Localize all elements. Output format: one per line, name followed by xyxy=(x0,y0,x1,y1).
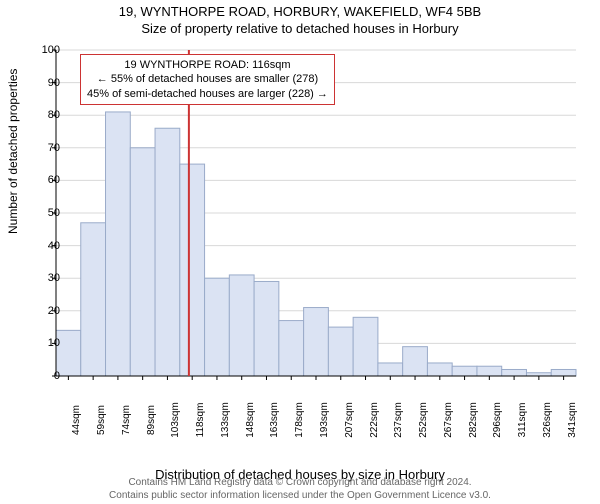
y-tick-label: 20 xyxy=(48,305,60,317)
x-tick-label: 44sqm xyxy=(71,405,82,435)
x-tick-label: 207sqm xyxy=(344,402,355,438)
x-tick-label: 89sqm xyxy=(146,405,157,435)
x-tick-label: 222sqm xyxy=(369,402,380,438)
x-tick-label: 103sqm xyxy=(170,402,181,438)
marker-callout: 19 WYNTHORPE ROAD: 116sqm← 55% of detach… xyxy=(80,54,335,105)
x-tick-label: 311sqm xyxy=(517,403,528,438)
y-tick-label: 0 xyxy=(54,370,60,382)
x-tick-label: 74sqm xyxy=(121,405,132,435)
x-tick-label: 163sqm xyxy=(269,402,280,438)
page-subtitle: Size of property relative to detached ho… xyxy=(0,21,600,36)
y-tick-label: 60 xyxy=(48,174,60,186)
footer-line-2: Contains public sector information licen… xyxy=(0,490,600,503)
callout-line-3: 45% of semi-detached houses are larger (… xyxy=(87,87,328,101)
y-tick-label: 80 xyxy=(48,109,60,121)
callout-line-1: 19 WYNTHORPE ROAD: 116sqm xyxy=(87,58,328,72)
y-tick-label: 100 xyxy=(42,44,60,56)
x-tick-label: 133sqm xyxy=(220,402,231,438)
x-tick-label: 326sqm xyxy=(542,402,553,438)
x-tick-label: 118sqm xyxy=(195,403,206,438)
footer-line-1: Contains HM Land Registry data © Crown c… xyxy=(0,477,600,490)
footer-attribution: Contains HM Land Registry data © Crown c… xyxy=(0,477,600,502)
y-tick-label: 10 xyxy=(48,337,60,349)
page-title: 19, WYNTHORPE ROAD, HORBURY, WAKEFIELD, … xyxy=(0,4,600,19)
y-tick-label: 30 xyxy=(48,272,60,284)
x-tick-label: 296sqm xyxy=(492,402,503,438)
x-tick-label: 267sqm xyxy=(443,402,454,438)
x-tick-label: 59sqm xyxy=(96,405,107,435)
y-axis-title: Number of detached properties xyxy=(6,69,20,234)
callout-line-2: ← 55% of detached houses are smaller (27… xyxy=(87,72,328,86)
y-tick-label: 40 xyxy=(48,240,60,252)
x-tick-label: 148sqm xyxy=(245,402,256,438)
x-tick-label: 237sqm xyxy=(393,402,404,438)
x-tick-label: 178sqm xyxy=(294,402,305,438)
x-tick-label: 193sqm xyxy=(319,402,330,438)
y-tick-label: 90 xyxy=(48,77,60,89)
x-tick-label: 282sqm xyxy=(468,402,479,438)
y-tick-label: 70 xyxy=(48,142,60,154)
x-tick-label: 341sqm xyxy=(567,402,578,438)
x-tick-label: 252sqm xyxy=(418,402,429,438)
y-tick-label: 50 xyxy=(48,207,60,219)
